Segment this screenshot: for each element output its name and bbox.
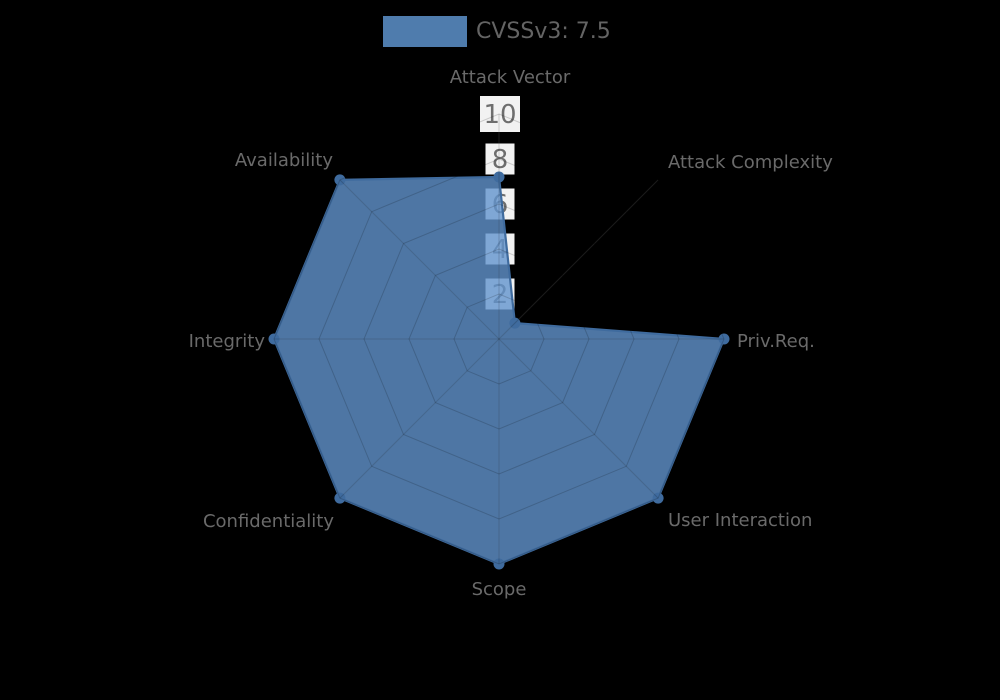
radar-grid-spoke (339, 179, 500, 340)
data-point-dot-attack-complexity (509, 317, 521, 329)
data-point-dot-scope (493, 558, 505, 570)
data-point-dot-integrity (268, 333, 280, 345)
radial-tick-label: 8 (492, 145, 509, 175)
data-point-dot-priv-req (718, 333, 730, 345)
data-point-dot-attack-vector (493, 171, 505, 183)
data-point-dot-confidentiality (334, 492, 346, 504)
legend-label: CVSSv3: 7.5 (476, 19, 611, 44)
axis-name-label-user-interaction: User Interaction (668, 510, 812, 531)
radial-tick-box (485, 143, 515, 175)
radial-tick-box (480, 96, 520, 132)
radar-grid-ring (273, 113, 725, 565)
radar-grid-ring (453, 293, 545, 385)
radar-grid-spoke (498, 338, 659, 499)
radar-grid-ring (408, 248, 590, 430)
radial-tick-label: 10 (483, 100, 516, 130)
legend-item[interactable]: CVSSv3: 7.5 (383, 16, 611, 47)
axis-name-label-availability: Availability (235, 150, 333, 171)
data-point-dot-user-interaction (652, 492, 664, 504)
data-point-dot-availability (334, 174, 346, 186)
legend-swatch (383, 16, 467, 47)
axis-name-label-attack-vector: Attack Vector (450, 67, 571, 88)
radar-grid-ring (363, 203, 635, 475)
axis-name-label-attack-complexity: Attack Complexity (668, 152, 833, 173)
axis-name-label-integrity: Integrity (189, 331, 266, 352)
axis-name-label-scope: Scope (472, 579, 527, 600)
axis-name-label-priv-req: Priv.Req. (737, 331, 815, 352)
radar-grid-spoke (498, 179, 659, 340)
radar-axis-spoke (498, 179, 659, 340)
axis-name-label-confidentiality: Confidentiality (203, 511, 334, 532)
radar-grid-ring (318, 158, 680, 520)
radar-grid-spoke (339, 338, 500, 499)
